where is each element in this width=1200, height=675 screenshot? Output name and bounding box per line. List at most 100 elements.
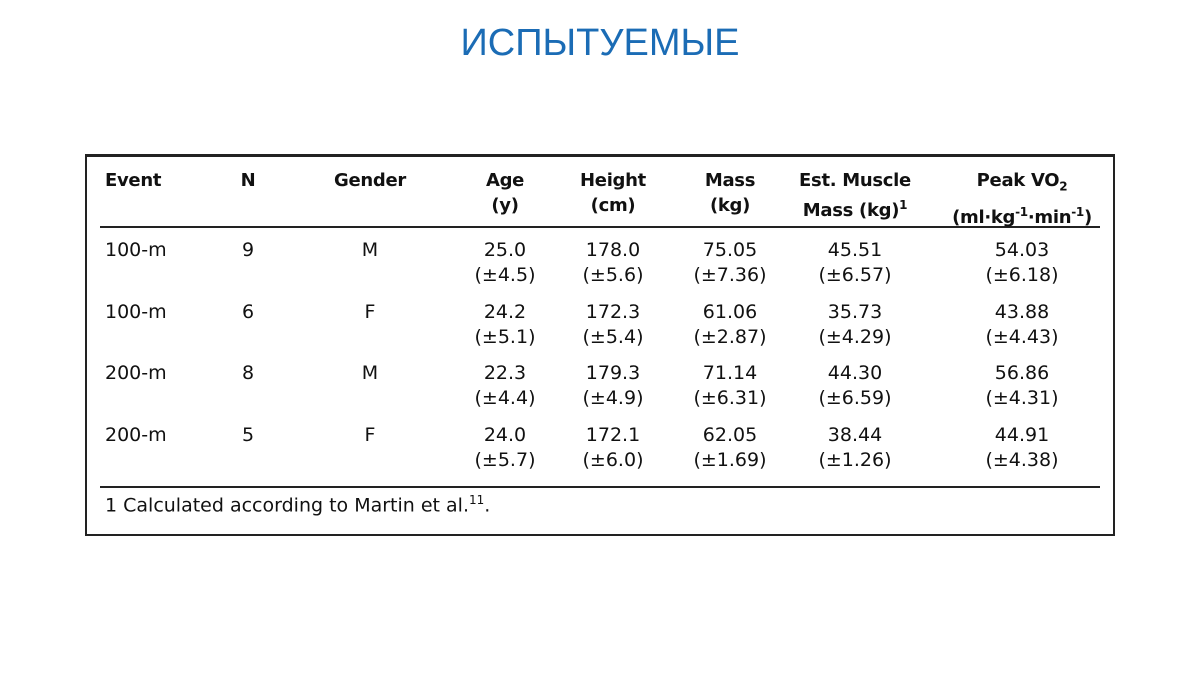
table-cell: 178.0 (±5.6) [528, 238, 698, 288]
table-top-border [85, 154, 1115, 157]
header-line: Age [420, 168, 590, 193]
text-segment: ) [1083, 206, 1092, 228]
cell-line: M [361, 239, 379, 261]
table-cell: 71.14 (±6.31) [645, 361, 815, 411]
table-cell: 5 [163, 423, 333, 448]
header-rule [100, 226, 1100, 228]
cell-line: 200-m [105, 423, 167, 446]
cell-line: 22.3 [483, 362, 527, 384]
header-line: Mass (kg)1 [770, 193, 940, 223]
cell-line: 54.03 [994, 239, 1050, 261]
cell-line: 35.73 [827, 300, 883, 323]
text-segment: (kg) [709, 195, 751, 216]
cell-line: 62.05 [702, 423, 758, 446]
table-cell: 100-m [105, 300, 275, 325]
header-cell: Mass (kg) [645, 168, 815, 218]
text-segment: Event [105, 170, 162, 191]
table-cell: 35.73 (±4.29) [770, 300, 940, 350]
table-cell: 24.0 (±5.7) [420, 423, 590, 473]
cell-line: (±7.36) [693, 264, 767, 286]
cell-line: 9 [241, 239, 255, 261]
table-cell: 22.3 (±4.4) [420, 361, 590, 411]
cell-line: 172.1 [585, 423, 641, 446]
cell-line: 61.06 [702, 300, 758, 323]
cell-line: 8 [241, 362, 255, 384]
header-line: (kg) [645, 193, 815, 218]
table-cell: 45.51 (±6.57) [770, 238, 940, 288]
cell-line: M [361, 362, 379, 384]
footer-rule [100, 486, 1100, 488]
cell-line: 100-m [105, 300, 167, 323]
text-segment: (cm) [590, 195, 636, 216]
cell-line: 24.0 [483, 423, 527, 446]
table-cell: 56.86 (±4.31) [937, 361, 1107, 411]
table-right-border [1113, 154, 1115, 536]
cell-line: 178.0 [585, 239, 641, 261]
cell-line: (±6.59) [818, 387, 892, 409]
cell-line: (±2.87) [693, 325, 767, 348]
table-cell: 9 [163, 238, 333, 263]
table-cell: M [285, 361, 455, 386]
table-left-border [85, 154, 87, 536]
cell-line: 38.44 [827, 423, 883, 446]
header-cell: Gender [285, 168, 455, 193]
cell-line: 5 [241, 423, 255, 446]
cell-line: 45.51 [827, 239, 883, 261]
cell-line: 71.14 [702, 362, 758, 384]
cell-line: (±4.31) [985, 387, 1059, 409]
cell-line: (±4.29) [818, 325, 892, 348]
table-cell: 44.30 (±6.59) [770, 361, 940, 411]
cell-line: 25.0 [483, 239, 527, 261]
table-cell: 6 [163, 300, 333, 325]
text-segment: N [240, 170, 256, 191]
header-line: Peak VO2 [937, 168, 1107, 200]
cell-line: (±4.4) [474, 387, 536, 409]
table-cell: 8 [163, 361, 333, 386]
table-cell: 100-m [105, 238, 275, 263]
text-segment: 1 [899, 198, 908, 212]
text-segment: Height [580, 170, 646, 191]
header-cell: Peak VO2 (ml·kg-1·min-1) [937, 168, 1107, 230]
cell-line: (±6.31) [693, 387, 767, 409]
header-cell: N [163, 168, 333, 193]
cell-line: F [364, 423, 376, 446]
header-line: (y) [420, 193, 590, 218]
table-cell: 172.3 (±5.4) [528, 300, 698, 350]
table-cell: 179.3 (±4.9) [528, 361, 698, 411]
footnote: 1 Calculated according to Martin et al.1… [105, 493, 490, 516]
cell-line: 172.3 [585, 300, 641, 323]
cell-line: (±5.1) [474, 325, 536, 348]
header-line: Event [105, 168, 275, 193]
table-cell: F [285, 423, 455, 448]
cell-line: 44.91 [994, 423, 1050, 446]
cell-line: 75.05 [702, 239, 758, 261]
cell-line: (±4.5) [474, 264, 536, 286]
text-segment: 11 [469, 493, 485, 507]
cell-line: (±1.69) [693, 448, 767, 471]
header-line: (ml·kg-1·min-1) [937, 200, 1107, 230]
text-segment: 1 Calculated according to Martin et al. [105, 494, 469, 517]
text-segment: ·min [1027, 206, 1072, 228]
table-bottom-border [85, 534, 1115, 536]
cell-line: 100-m [105, 239, 167, 261]
cell-line: (±6.57) [818, 264, 892, 286]
cell-line: (±4.43) [985, 325, 1059, 348]
text-segment: Peak VO [976, 170, 1060, 191]
table-cell: 75.05 (±7.36) [645, 238, 815, 288]
header-cell: Est. Muscle Mass (kg)1 [770, 168, 940, 223]
header-line: Mass [645, 168, 815, 193]
table-cell: F [285, 300, 455, 325]
text-segment: (y) [491, 195, 519, 216]
table-cell: 38.44 (±1.26) [770, 423, 940, 473]
cell-line: 43.88 [994, 300, 1050, 323]
cell-line: (±4.9) [582, 387, 644, 409]
table-cell: 61.06 (±2.87) [645, 300, 815, 350]
cell-line: 24.2 [483, 300, 527, 323]
cell-line: (±5.7) [474, 448, 536, 471]
cell-line: (±6.18) [985, 264, 1059, 286]
table-cell: 172.1 (±6.0) [528, 423, 698, 473]
cell-line: F [364, 300, 376, 323]
text-segment: Mass [704, 170, 756, 191]
cell-line: (±5.6) [582, 264, 644, 286]
